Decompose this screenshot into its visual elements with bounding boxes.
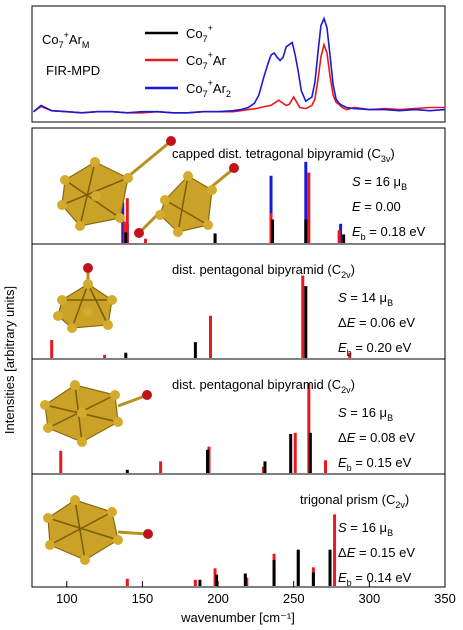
cluster-structure-1b — [134, 163, 239, 238]
panel-label-species: Co7+ArM — [42, 30, 89, 50]
x-tick-label: 200 — [207, 591, 229, 606]
x-axis-label: wavenumber [cm⁻¹] — [180, 610, 295, 625]
energy-label: ΔE = 0.08 eV — [338, 430, 415, 445]
panel-4-annotations: trigonal prism (C2v) S = 16 μB ΔE = 0.15… — [300, 492, 415, 588]
x-axis: 100 150 200 250 300 350 — [56, 581, 456, 606]
binding-label: Eb = 0.20 eV — [338, 340, 412, 358]
cluster-structure-2 — [53, 263, 117, 333]
structure-title: capped dist. tetragonal bipyramid (C3v) — [172, 146, 395, 164]
panel-frame — [31, 5, 446, 123]
binding-label: Eb = 0.15 eV — [338, 455, 412, 473]
experiment-series — [32, 16, 446, 114]
energy-label: ΔE = 0.15 eV — [338, 545, 415, 560]
spin-label: S = 14 μB — [338, 290, 393, 308]
panel-label-method: FIR-MPD — [46, 63, 100, 78]
structure-title: dist. pentagonal bipyramid (C2v) — [172, 262, 355, 280]
panel-2-annotations: dist. pentagonal bipyramid (C2v) S = 14 … — [172, 262, 415, 358]
legend-label-co7ar2: Co7+Ar2 — [186, 78, 231, 99]
energy-label: E = 0.00 — [352, 199, 401, 214]
cluster-structure-3 — [40, 380, 152, 447]
panel-3-annotations: dist. pentagonal bipyramid (C2v) S = 16 … — [172, 377, 415, 473]
x-tick-label: 100 — [56, 591, 78, 606]
y-axis-label: Intensities [arbitrary units] — [2, 286, 17, 434]
spin-label: S = 16 μB — [352, 174, 407, 192]
spectrum-line-co7plusar2 — [32, 16, 446, 114]
legend: Co7+ Co7+Ar Co7+Ar2 — [145, 23, 231, 99]
structure-title: trigonal prism (C2v) — [300, 492, 409, 510]
spin-label: S = 16 μB — [338, 405, 393, 423]
legend-label-co7ar: Co7+Ar — [186, 50, 227, 71]
structure-title: dist. pentagonal bipyramid (C2v) — [172, 377, 355, 395]
x-tick-label: 250 — [283, 591, 305, 606]
binding-label: Eb = 0.14 eV — [338, 570, 412, 588]
x-tick-label: 350 — [434, 591, 456, 606]
stick-panels — [50, 161, 352, 586]
x-tick-label: 300 — [359, 591, 381, 606]
panel-experiment: Co7+ArM FIR-MPD Co7+ Co7+Ar Co7+Ar2 — [31, 5, 446, 123]
spectrum-line-co7plusar — [33, 41, 445, 114]
binding-label: Eb = 0.18 eV — [352, 224, 426, 242]
spin-label: S = 16 μB — [338, 520, 393, 538]
panel-1-annotations: capped dist. tetragonal bipyramid (C3v) … — [172, 146, 426, 242]
energy-label: ΔE = 0.06 eV — [338, 315, 415, 330]
cluster-structure-1a — [57, 136, 176, 231]
cluster-structure-4 — [43, 495, 153, 565]
legend-label-co7: Co7+ — [186, 23, 213, 44]
stack-frame — [31, 127, 446, 588]
x-tick-label: 150 — [132, 591, 154, 606]
